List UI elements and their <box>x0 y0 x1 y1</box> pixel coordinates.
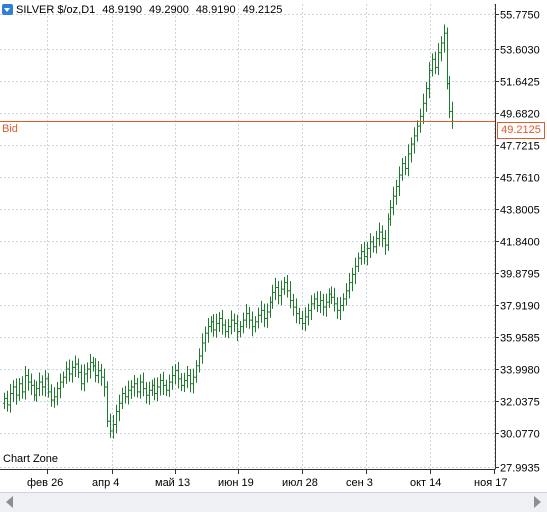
grid-lines <box>0 4 495 469</box>
price-tick-label: 30.0770 <box>500 429 540 441</box>
price-tick-label: 39.8795 <box>500 269 540 281</box>
time-tick-label: июл 28 <box>282 477 318 489</box>
price-tick-label: 27.9935 <box>500 463 540 475</box>
price-tick-label: 53.6030 <box>500 45 540 57</box>
scroll-right-icon[interactable] <box>534 496 541 508</box>
price-tick-label: 37.9190 <box>500 301 540 313</box>
high-value: 49.2900 <box>149 3 189 16</box>
price-tick-label: 33.9980 <box>500 365 540 377</box>
price-tick-label: 55.7750 <box>500 10 540 22</box>
price-axis[interactable]: 55.7750 53.6030 51.6425 49.6820 47.7215 45.76… <box>495 10 540 475</box>
time-axis[interactable]: фев 26 апр 4 май 13 июн 19 июл 28 сен 3 окт 14… <box>27 469 507 489</box>
price-tick-label: 43.8005 <box>500 205 540 217</box>
price-tick-label: 49.6820 <box>500 109 540 121</box>
bid-price-badge: 49.2125 <box>497 122 545 139</box>
open-value: 48.9190 <box>102 3 143 16</box>
time-tick-label: сен 3 <box>346 477 373 489</box>
scroll-left-icon[interactable] <box>6 496 13 508</box>
time-tick-label: окт 14 <box>410 477 441 489</box>
close-value: 49.2125 <box>242 3 283 16</box>
horizontal-scrollbar[interactable] <box>0 492 547 512</box>
time-tick-label: май 13 <box>155 477 190 489</box>
price-tick-label: 45.7610 <box>500 173 540 185</box>
time-tick-label: ноя 17 <box>474 477 507 489</box>
arrow-down-icon[interactable] <box>2 4 13 15</box>
price-tick-label: 47.7215 <box>500 141 540 153</box>
watermark-label: Chart Zone <box>3 453 59 465</box>
time-tick-label: июн 19 <box>218 477 254 489</box>
bid-label: Bid <box>2 123 18 135</box>
price-tick-label: 35.9585 <box>500 333 540 345</box>
chart-header: SILVER $/oz,D1 48.9190 49.2900 48.9190 4… <box>2 2 289 17</box>
time-tick-label: фев 26 <box>27 477 63 489</box>
candle-series <box>3 24 454 439</box>
price-tick-label: 51.6425 <box>500 77 540 89</box>
low-value: 48.9190 <box>195 3 236 16</box>
price-tick-label: 41.8400 <box>500 237 540 249</box>
symbol-label: SILVER $/oz,D1 <box>16 3 96 16</box>
time-tick-label: апр 4 <box>92 477 119 489</box>
price-tick-label: 32.0375 <box>500 397 540 409</box>
